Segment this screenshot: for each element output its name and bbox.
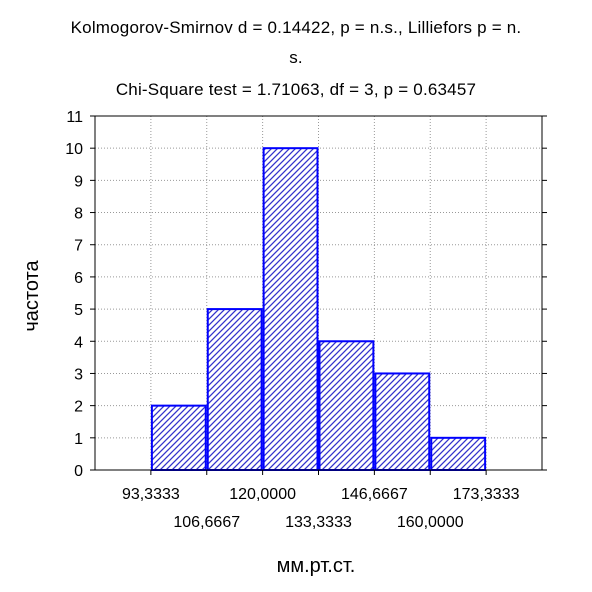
chart-title-line-1: Kolmogorov-Smirnov d = 0.14422, p = n.s.…	[70, 18, 522, 37]
y-tick-label: 4	[74, 334, 83, 351]
y-tick-label: 5	[74, 302, 83, 319]
x-tick-label: 160,0000	[397, 514, 464, 531]
y-tick-label: 7	[74, 238, 83, 255]
y-tick-label: 2	[74, 399, 83, 416]
y-tick-label: 11	[66, 109, 83, 126]
x-tick-label: 173,3333	[453, 486, 520, 503]
histogram-bar	[430, 436, 487, 471]
histogram-bar	[150, 404, 207, 471]
histogram-bar	[262, 147, 319, 471]
x-axis-label: мм.рт.ст.	[277, 555, 356, 577]
chart-title-line-2: s.	[289, 48, 303, 67]
y-tick-label: 10	[65, 141, 83, 158]
x-axis-ticks: 93,3333 120,0000 146,6667 173,3333 106,6667 1…	[122, 470, 520, 531]
histogram-bar	[206, 308, 263, 471]
histogram-bar	[318, 340, 375, 472]
x-tick-label: 146,6667	[341, 486, 408, 503]
y-axis-label: частота	[21, 260, 43, 332]
histogram-bars	[150, 147, 487, 472]
histogram-bar	[374, 372, 431, 472]
y-tick-label: 3	[74, 366, 83, 383]
y-tick-label: 9	[74, 173, 83, 190]
y-tick-label: 6	[74, 270, 83, 287]
chart-title-line-3: Chi-Square test = 1.71063, df = 3, p = 0…	[115, 80, 477, 99]
y-axis-ticks: 0 1 2 3 4 5 6 7 8 9 10 11	[65, 109, 547, 480]
x-tick-label: 93,3333	[122, 486, 180, 503]
x-tick-label: 133,3333	[285, 514, 352, 531]
y-tick-label: 1	[74, 431, 83, 448]
x-tick-label: 106,6667	[173, 514, 240, 531]
y-tick-label: 8	[74, 206, 83, 223]
y-tick-label: 0	[74, 463, 83, 480]
x-tick-label: 120,0000	[229, 486, 296, 503]
